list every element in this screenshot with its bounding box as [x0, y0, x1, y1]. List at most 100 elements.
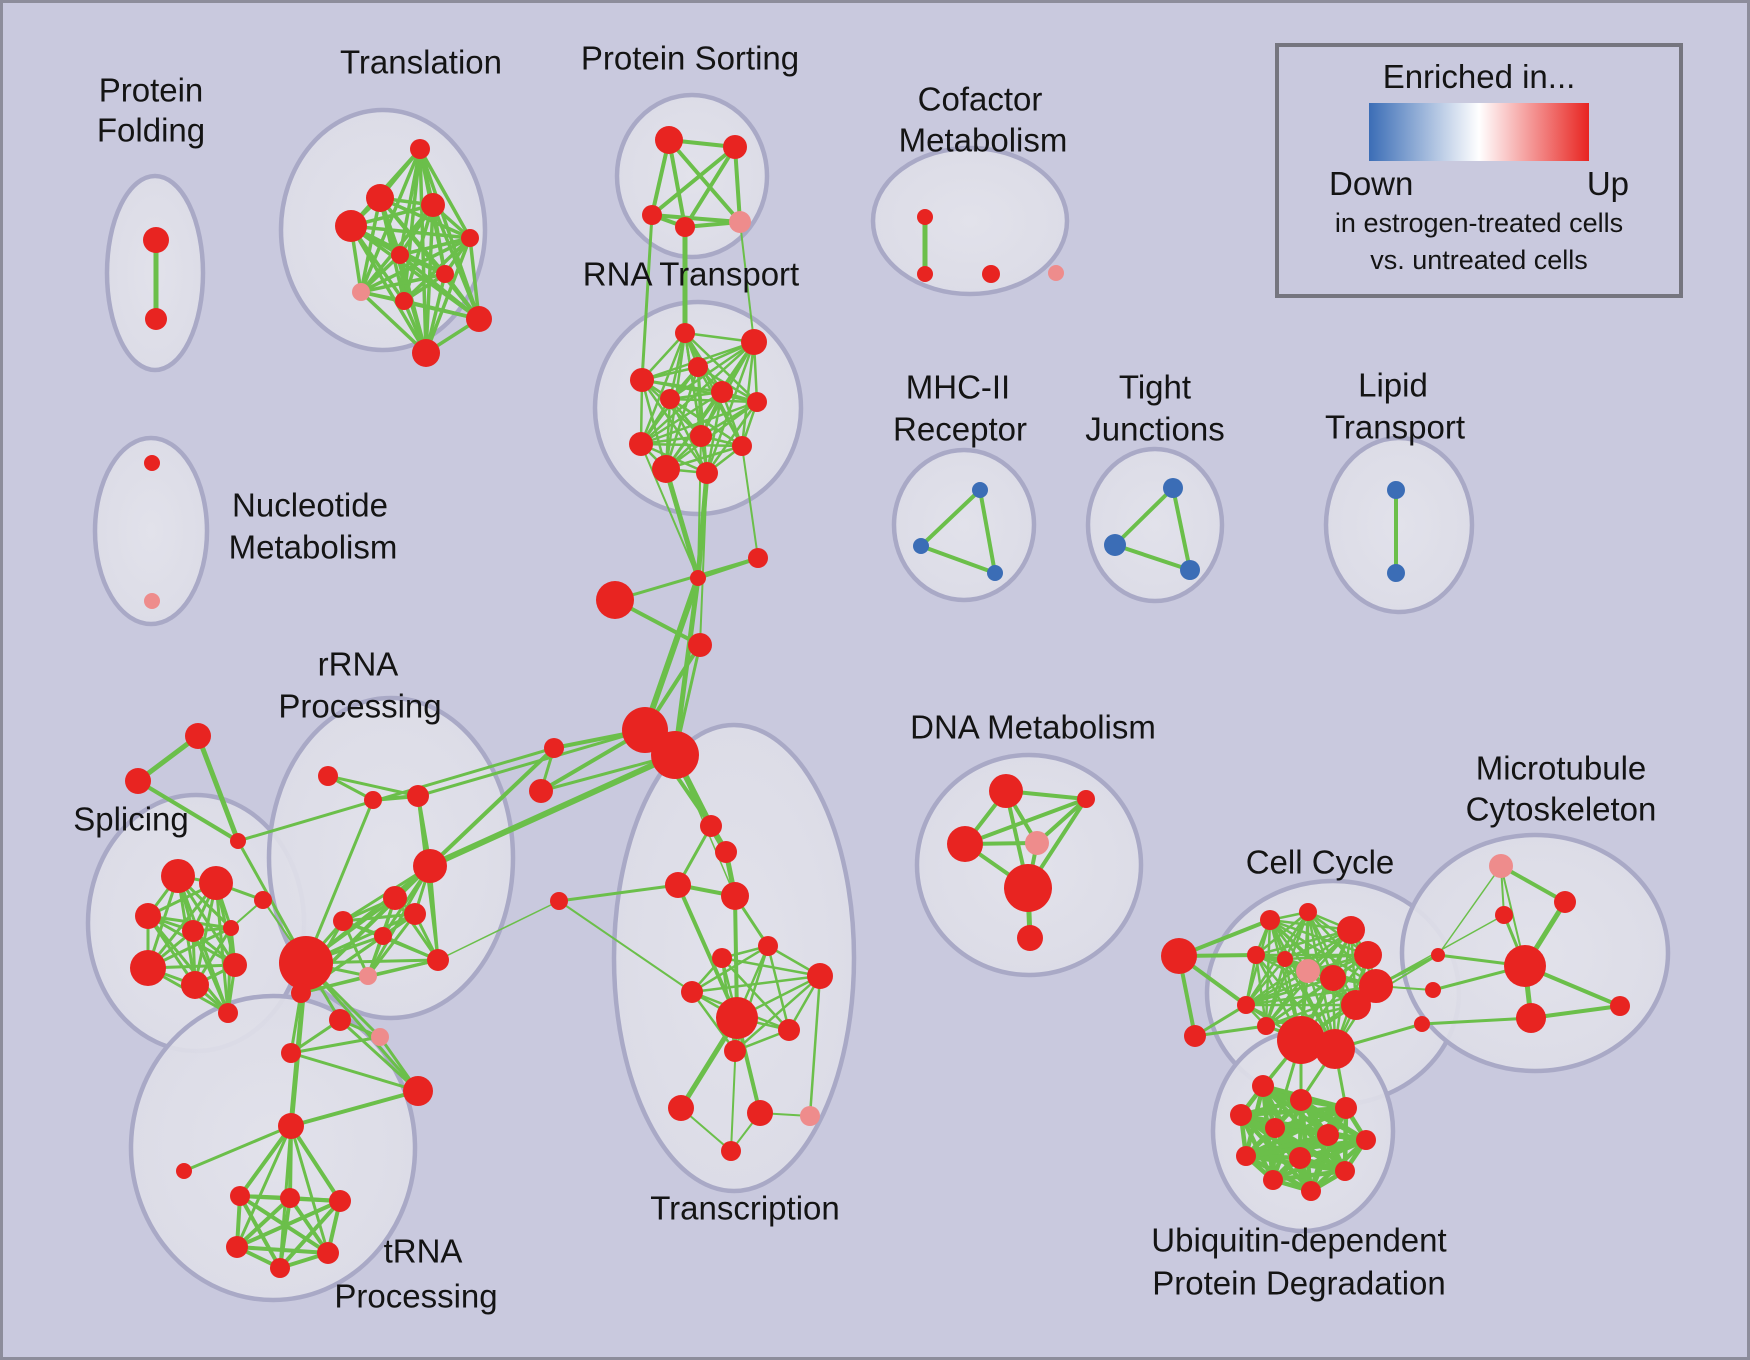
similarity-edge	[668, 397, 709, 475]
cluster-label-trna-processing: Processing	[334, 1278, 497, 1315]
gene-set-node	[254, 891, 272, 909]
legend-down-label: Down	[1329, 165, 1414, 203]
similarity-edge	[963, 797, 1088, 846]
gene-set-node	[318, 766, 338, 786]
gene-set-node	[278, 1113, 304, 1139]
gene-set-node	[395, 292, 413, 310]
gene-set-node	[1237, 996, 1255, 1014]
similarity-edge	[667, 138, 742, 224]
gene-set-node	[135, 903, 161, 929]
similarity-edge	[919, 488, 982, 548]
gene-set-node	[1335, 1097, 1357, 1119]
similarity-edge	[398, 236, 472, 257]
gene-set-node	[1163, 478, 1183, 498]
gene-set-node	[721, 1141, 741, 1161]
gene-set-node	[436, 265, 454, 283]
gene-set-node	[1252, 1075, 1274, 1097]
gene-set-node	[461, 229, 479, 247]
gene-set-node	[374, 927, 392, 945]
similarity-edge	[349, 224, 472, 240]
cluster-label-splicing: Splicing	[73, 801, 189, 838]
similarity-edge	[690, 990, 737, 1053]
gene-set-node	[1495, 906, 1513, 924]
gene-set-node	[1236, 1146, 1256, 1166]
gene-set-node	[182, 920, 204, 942]
similarity-edge	[668, 340, 756, 401]
gene-set-node	[1315, 1029, 1355, 1069]
gene-set-node	[660, 389, 680, 409]
gene-set-node	[690, 425, 712, 447]
similarity-edge	[640, 378, 709, 475]
gene-set-node	[700, 815, 722, 837]
gene-set-node	[317, 1242, 339, 1264]
similarity-edge	[668, 397, 744, 448]
similarity-edge	[741, 445, 759, 559]
similarity-edge	[613, 556, 760, 602]
gene-set-node	[675, 323, 695, 343]
gene-set-node	[352, 283, 370, 301]
gene-set-node	[412, 339, 440, 367]
gene-set-node	[199, 866, 233, 900]
cluster-label-protein-folding: Folding	[97, 112, 205, 149]
similarity-edge	[289, 1035, 382, 1055]
gene-set-node	[1257, 1017, 1275, 1035]
similarity-edge	[766, 944, 791, 1032]
gene-set-node	[972, 482, 988, 498]
similarity-edge	[359, 236, 472, 294]
gene-set-node	[544, 738, 564, 758]
similarity-edge	[235, 1199, 342, 1249]
similarity-edge	[639, 442, 744, 448]
similarity-edge	[214, 881, 230, 1015]
gene-set-node	[596, 581, 634, 619]
similarity-edge	[640, 443, 699, 579]
gene-set-node	[333, 911, 353, 931]
similarity-edge	[639, 340, 756, 446]
similarity-edge	[235, 1124, 293, 1249]
cluster-ellipse-transcription	[611, 722, 857, 1194]
similarity-edge	[733, 974, 822, 1053]
gene-set-node	[281, 1043, 301, 1063]
gene-set-node	[1025, 831, 1049, 855]
similarity-edge	[437, 900, 560, 961]
gene-set-node	[1610, 996, 1630, 1016]
gene-set-nodes	[125, 126, 1630, 1278]
gene-set-node	[1425, 982, 1441, 998]
gene-set-node	[1489, 854, 1513, 878]
gene-set-node	[723, 135, 747, 159]
similarity-edge	[338, 1018, 420, 1093]
legend-title: Enriched in...	[1382, 58, 1576, 95]
similarity-edge	[359, 272, 447, 294]
gene-set-node	[1104, 534, 1126, 556]
similarity-edge	[1254, 910, 1310, 957]
gene-set-node	[711, 381, 733, 403]
gene-set-node	[413, 849, 447, 883]
gene-set-node	[630, 368, 654, 392]
cluster-label-nucleotide-metabolism: Metabolism	[229, 529, 398, 566]
similarity-edge	[740, 340, 756, 448]
similarity-edge	[238, 1194, 282, 1270]
cluster-ellipse-tight-junctions	[1085, 446, 1225, 604]
similarity-edge	[640, 378, 759, 404]
similarity-edge	[690, 944, 770, 994]
gene-set-node	[329, 1009, 351, 1031]
similarity-edge	[683, 145, 737, 229]
gene-set-node	[1017, 925, 1043, 951]
similarity-edge	[349, 224, 428, 355]
gene-set-node	[1004, 864, 1052, 912]
gene-set-node	[427, 949, 449, 971]
similarity-edge	[299, 974, 370, 995]
cluster-label-microtubule-cytoskeleton: Cytoskeleton	[1466, 791, 1657, 828]
similarity-edge	[739, 221, 755, 343]
similarity-edge	[663, 466, 701, 581]
cluster-label-ubiquitin-degradation: Protein Degradation	[1152, 1265, 1446, 1302]
similarity-edge	[427, 752, 678, 869]
gene-set-node	[230, 833, 246, 849]
gene-set-node	[917, 266, 933, 282]
similarity-edge	[136, 779, 240, 843]
similarity-edge	[235, 1245, 330, 1255]
similarity-edge	[650, 145, 737, 217]
gene-set-node	[1414, 1016, 1430, 1032]
cluster-ellipse-mhc-ii-receptor	[891, 447, 1037, 603]
similarity-edge	[289, 1089, 420, 1128]
